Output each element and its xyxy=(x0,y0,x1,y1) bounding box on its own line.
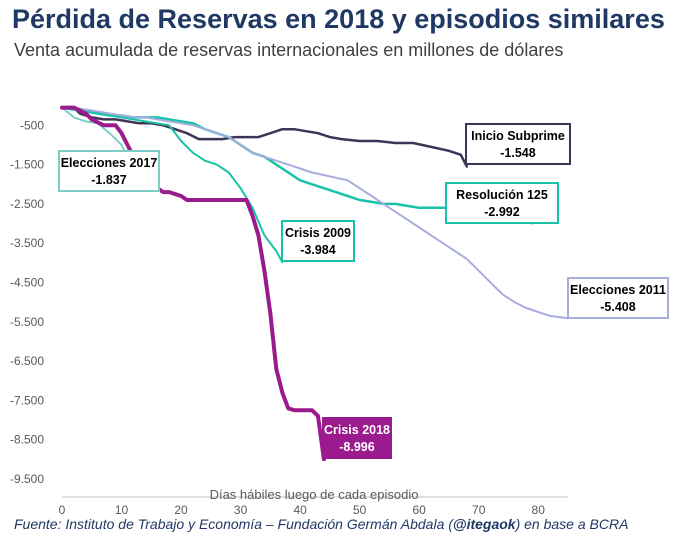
annotation-box xyxy=(281,220,355,262)
x-tick-label: 30 xyxy=(234,503,248,517)
x-tick-label: 60 xyxy=(412,503,426,517)
x-tick-label: 0 xyxy=(59,503,66,517)
y-tick-label: -7.500 xyxy=(10,393,44,407)
y-axis: -500 -1.500 -2.500 -3.500 -4.500 -5.500 -6.500… xyxy=(10,118,44,486)
annotation-series-name: Elecciones 2017 xyxy=(61,156,158,170)
annotation-series-value: -8.996 xyxy=(339,440,374,454)
annotation-series-value: -1.837 xyxy=(91,173,126,187)
source-suffix: ) en base a BCRA xyxy=(515,516,629,532)
source-note: Fuente: Instituto de Trabajo y Economía … xyxy=(14,516,628,532)
series-line-crisis-2009 xyxy=(61,106,284,264)
annotation-box xyxy=(445,182,559,224)
annotation-resolucion-125: Resolución 125 -2.992 xyxy=(445,182,559,224)
x-tick-label: 10 xyxy=(115,503,129,517)
y-tick-label: -5.500 xyxy=(10,315,44,329)
annotation-box xyxy=(322,417,392,459)
annotation-series-value: -5.408 xyxy=(600,300,635,314)
y-tick-label: -1.500 xyxy=(10,158,44,172)
x-tick-label: 70 xyxy=(472,503,486,517)
y-tick-label: -2.500 xyxy=(10,197,44,211)
source-prefix: Fuente: Instituto de Trabajo y Economía … xyxy=(14,516,453,532)
y-tick-label: -4.500 xyxy=(10,276,44,290)
annotation-series-name: Inicio Subprime xyxy=(471,129,565,143)
annotation-crisis-2009: Crisis 2009 -3.984 xyxy=(281,220,355,262)
y-tick-label: -6.500 xyxy=(10,354,44,368)
annotation-box xyxy=(58,150,160,192)
series-line-crisis-2018 xyxy=(60,105,326,462)
annotation-series-value: -2.992 xyxy=(484,205,519,219)
annotation-crisis-2018: Crisis 2018 -8.996 xyxy=(322,417,392,459)
x-tick-label: 80 xyxy=(532,503,546,517)
annotation-series-value: -1.548 xyxy=(500,146,535,160)
y-tick-label: -8.500 xyxy=(10,433,44,447)
annotation-layer: Inicio Subprime -1.548 Resolución 125 -2.99… xyxy=(58,123,669,459)
annotation-elecciones-2011: Elecciones 2011 -5.408 xyxy=(567,277,669,319)
chart-title: Pérdida de Reservas en 2018 y episodios … xyxy=(12,4,665,34)
source-handle: @itegaok xyxy=(452,516,516,532)
series-layer xyxy=(60,105,569,462)
series-line-inicio-subprime xyxy=(60,106,469,168)
x-tick-label: 20 xyxy=(174,503,188,517)
x-axis: 0 10 20 30 40 50 60 70 80 xyxy=(59,496,568,517)
annotation-box xyxy=(567,277,669,319)
annotation-series-name: Crisis 2009 xyxy=(285,226,351,240)
y-tick-label: -3.500 xyxy=(10,236,44,250)
x-tick-label: 40 xyxy=(293,503,307,517)
annotation-series-name: Crisis 2018 xyxy=(324,423,390,437)
x-axis-title: Días hábiles luego de cada episodio xyxy=(210,487,419,502)
annotation-series-value: -3.984 xyxy=(300,243,335,257)
series-line-elecciones-2011 xyxy=(61,106,569,320)
annotation-box xyxy=(465,123,571,165)
chart-subtitle: Venta acumulada de reservas internaciona… xyxy=(14,40,564,60)
annotation-inicio-subprime: Inicio Subprime -1.548 xyxy=(465,123,571,165)
y-tick-label: -500 xyxy=(20,118,44,132)
annotation-series-name: Elecciones 2011 xyxy=(570,283,666,297)
annotation-elecciones-2017: Elecciones 2017 -1.837 xyxy=(58,150,160,192)
annotation-series-name: Resolución 125 xyxy=(456,188,548,202)
x-tick-label: 50 xyxy=(353,503,367,517)
y-tick-label: -9.500 xyxy=(10,472,44,486)
